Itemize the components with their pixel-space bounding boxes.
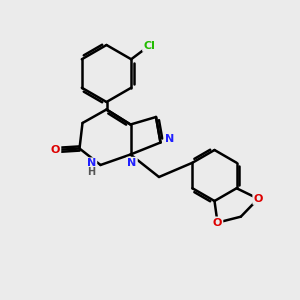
Text: O: O bbox=[254, 194, 263, 204]
Text: O: O bbox=[213, 218, 222, 228]
Text: N: N bbox=[128, 158, 136, 168]
Text: N: N bbox=[165, 134, 174, 145]
Text: H: H bbox=[87, 167, 96, 177]
Text: O: O bbox=[51, 145, 60, 155]
Text: N: N bbox=[87, 158, 96, 169]
Text: Cl: Cl bbox=[143, 41, 155, 51]
